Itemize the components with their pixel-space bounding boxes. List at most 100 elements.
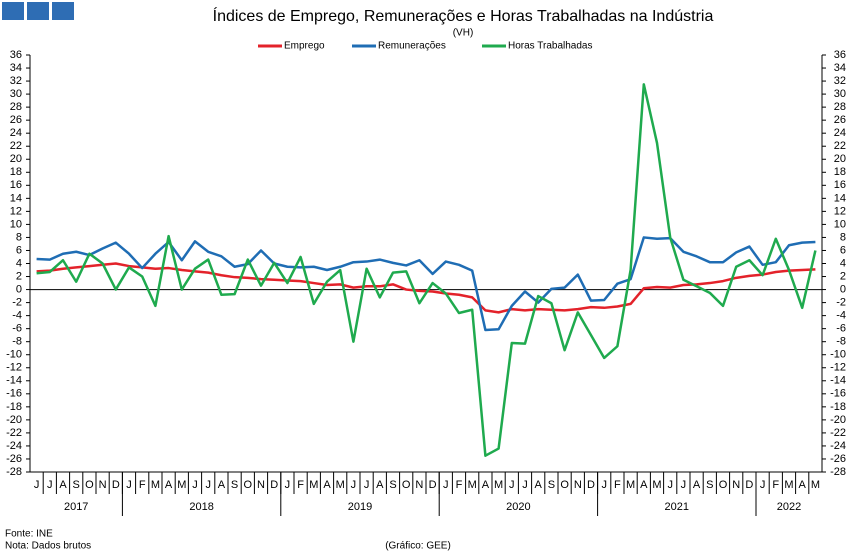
x-tick-label: M [309,479,318,491]
x-tick-label: M [494,479,503,491]
source: Fonte: INE [5,529,53,540]
x-tick-label: D [429,479,437,491]
x-tick-label: O [244,479,253,491]
x-tick-label: J [285,479,291,491]
y-tick-label: 2 [16,270,22,282]
x-tick-label: A [482,479,490,491]
y2-tick-label: 36 [834,49,846,61]
x-tick-label: N [257,479,265,491]
x-tick-label: J [667,479,673,491]
x-tick-label: O [719,479,728,491]
y2-tick-label: -14 [830,375,846,387]
y-tick-label: -20 [6,414,22,426]
y2-tick-label: 18 [834,166,846,178]
y-tick-label: 6 [16,244,22,256]
x-tick-label: D [587,479,595,491]
y-tick-label: 28 [10,101,22,113]
y2-tick-label: -12 [830,362,846,374]
y2-tick-label: -22 [830,427,846,439]
credit: (Gráfico: GEE) [385,541,451,552]
x-tick-label: J [443,479,449,491]
y-tick-label: -16 [6,388,22,400]
logo-square [52,2,74,20]
y-tick-label: -28 [6,466,22,478]
x-tick-label: A [693,479,701,491]
y2-tick-label: -16 [830,388,846,400]
y2-tick-label: 32 [834,75,846,87]
x-tick-label: M [177,479,186,491]
y-tick-label: -24 [6,440,22,452]
y2-tick-label: -10 [830,349,846,361]
x-tick-label: M [468,479,477,491]
year-label: 2018 [189,501,213,513]
x-tick-label: J [192,479,198,491]
x-tick-label: N [732,479,740,491]
legend-label: Emprego [284,41,325,52]
legend-label: Horas Trabalhadas [508,41,593,52]
x-tick-label: S [231,479,238,491]
series-line [36,83,817,457]
year-label: 2019 [348,501,372,513]
x-tick-label: J [601,479,607,491]
y2-tick-label: -20 [830,414,846,426]
x-tick-label: N [574,479,582,491]
x-tick-label: A [59,479,67,491]
y-tick-label: -10 [6,349,22,361]
logo-square [2,2,24,20]
x-tick-label: J [351,479,357,491]
x-tick-label: M [652,479,661,491]
x-tick-label: M [626,479,635,491]
y-tick-label: -12 [6,362,22,374]
y2-tick-label: -6 [836,323,846,335]
year-label: 2017 [64,501,88,513]
year-label: 2022 [777,501,801,513]
y-tick-label: -8 [12,336,22,348]
y2-tick-label: 14 [834,192,846,204]
x-tick-label: A [165,479,173,491]
x-tick-label: J [681,479,687,491]
chart-title: Índices de Emprego, Remunerações e Horas… [213,6,714,25]
x-tick-label: J [205,479,211,491]
x-tick-label: O [560,479,569,491]
chart-subtitle: (VH) [453,28,474,39]
y2-tick-label: 10 [834,218,846,230]
x-tick-label: A [218,479,226,491]
x-tick-label: D [270,479,278,491]
x-tick-label: A [799,479,807,491]
x-tick-label: S [389,479,396,491]
year-label: 2020 [506,501,530,513]
y2-tick-label: -28 [830,466,846,478]
y-tick-label: -22 [6,427,22,439]
x-tick-label: A [376,479,384,491]
x-tick-label: M [336,479,345,491]
x-tick-label: N [99,479,107,491]
x-tick-label: J [126,479,132,491]
x-tick-label: F [456,479,463,491]
x-tick-label: M [784,479,793,491]
year-label: 2021 [665,501,689,513]
y2-tick-label: -4 [836,310,846,322]
y-tick-label: 34 [10,62,22,74]
y-tick-label: 20 [10,153,22,165]
x-tick-label: O [402,479,411,491]
x-tick-label: M [811,479,820,491]
x-tick-label: A [535,479,543,491]
y2-tick-label: -8 [836,336,846,348]
y-tick-label: 0 [16,283,22,295]
y-tick-label: 4 [16,257,22,269]
y-tick-label: 16 [10,179,22,191]
y2-tick-label: 28 [834,101,846,113]
x-tick-label: J [34,479,40,491]
note: Nota: Dados brutos [5,541,91,552]
y-tick-label: -18 [6,401,22,413]
y-tick-label: 32 [10,75,22,87]
y2-tick-label: -24 [830,440,846,452]
x-tick-label: S [706,479,713,491]
x-tick-label: J [760,479,766,491]
y-tick-label: -6 [12,323,22,335]
y-tick-label: 26 [10,114,22,126]
x-tick-label: F [297,479,304,491]
x-tick-label: J [364,479,370,491]
